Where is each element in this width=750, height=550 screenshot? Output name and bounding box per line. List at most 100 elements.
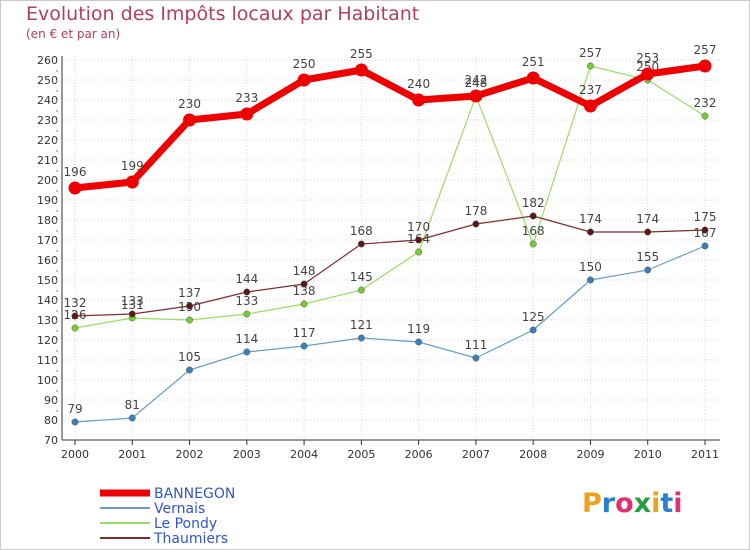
data-label-vernais: 155 — [636, 250, 659, 264]
y-tick-label: 190 — [37, 194, 58, 207]
y-tick-label: 80 — [44, 414, 58, 427]
data-label-vernais: 79 — [67, 402, 82, 416]
x-tick-label: 2001 — [118, 448, 146, 461]
y-tick-label: 70 — [44, 434, 58, 447]
data-point-thaumiers — [644, 228, 652, 236]
data-point-thaumiers — [415, 236, 423, 244]
data-point-le-pondy — [587, 62, 594, 70]
y-tick-label: 120 — [37, 334, 58, 347]
data-point-vernais — [186, 366, 193, 374]
data-point-bannegon — [469, 89, 483, 103]
y-tick-label: 150 — [37, 274, 58, 287]
data-label-bannegon: 253 — [636, 51, 659, 65]
data-point-bannegon — [412, 93, 426, 107]
y-tick-label: 250 — [37, 74, 58, 87]
x-tick-label: 2007 — [462, 448, 490, 461]
data-label-thaumiers: 174 — [636, 212, 659, 226]
x-tick-label: 2004 — [290, 448, 318, 461]
logo-letter: r — [601, 488, 616, 519]
y-tick-label: 220 — [37, 134, 58, 147]
data-label-le-pondy: 145 — [350, 270, 373, 284]
data-point-bannegon — [183, 113, 197, 127]
legend-label-le-pondy: Le Pondy — [154, 516, 217, 532]
data-point-vernais — [357, 334, 365, 342]
series-thaumiers: 132 133 137 144 148 168 170 178 182 174 174 175 — [64, 196, 717, 320]
data-point-vernais — [701, 242, 709, 250]
data-point-thaumiers — [243, 288, 251, 296]
y-tick-label: 100 — [37, 374, 58, 387]
data-point-vernais — [472, 354, 480, 362]
series-bannegon: 196 199 230 233 250 255 240 242 251 237 253 257 — [64, 43, 716, 195]
logo-letter: i — [673, 488, 683, 519]
data-label-bannegon: 233 — [235, 91, 258, 105]
logo-letter: i — [651, 488, 661, 519]
data-point-le-pondy — [415, 248, 423, 256]
data-label-vernais: 121 — [350, 318, 373, 332]
chart-title: Evolution des Impôts locaux par Habitant — [26, 3, 420, 25]
data-label-le-pondy: 138 — [293, 284, 316, 298]
data-point-vernais — [529, 326, 537, 334]
data-label-bannegon: 196 — [64, 165, 87, 179]
data-point-thaumiers — [300, 280, 308, 288]
logo-letter: x — [633, 488, 652, 519]
data-label-vernais: 114 — [235, 332, 258, 346]
y-tick-label: 140 — [37, 294, 58, 307]
legend-label-vernais: Vernais — [154, 501, 205, 517]
data-label-vernais: 119 — [407, 322, 430, 336]
data-point-thaumiers — [71, 312, 79, 320]
plot-area — [62, 56, 720, 440]
series-le-pondy: 126131130133138145164248168257250232 — [64, 46, 717, 332]
data-label-vernais: 105 — [178, 350, 201, 364]
x-tick-label: 2009 — [576, 448, 604, 461]
x-tick-label: 2008 — [519, 448, 547, 461]
data-point-thaumiers — [701, 226, 709, 234]
y-tick-label: 130 — [37, 314, 58, 327]
y-tick-label: 90 — [44, 394, 58, 407]
data-point-thaumiers — [529, 212, 537, 220]
data-label-thaumiers: 133 — [121, 294, 144, 308]
series-line-thaumiers — [74, 215, 706, 317]
data-label-le-pondy: 168 — [522, 224, 545, 238]
data-point-vernais — [300, 342, 308, 350]
data-point-le-pondy — [701, 112, 709, 120]
series-line-bannegon — [74, 62, 706, 192]
logo-letter: t — [660, 488, 674, 519]
data-label-bannegon: 251 — [522, 55, 545, 69]
data-point-vernais — [587, 276, 594, 284]
data-label-le-pondy: 248 — [464, 76, 487, 90]
data-point-bannegon — [240, 107, 254, 121]
series-line-vernais — [74, 245, 706, 423]
data-label-vernais: 150 — [579, 260, 602, 274]
data-label-vernais: 111 — [464, 338, 487, 352]
y-tick-label: 240 — [37, 94, 58, 107]
data-label-thaumiers: 178 — [464, 204, 487, 218]
data-label-thaumiers: 132 — [64, 296, 87, 310]
data-point-vernais — [644, 266, 652, 274]
data-label-le-pondy: 232 — [694, 96, 717, 110]
data-point-vernais — [243, 348, 251, 356]
y-tick-label: 110 — [37, 354, 58, 367]
series-line-le-pondy — [74, 65, 706, 329]
data-point-thaumiers — [357, 240, 365, 248]
y-tick-label: 180 — [37, 214, 58, 227]
x-tick-label: 2006 — [405, 448, 433, 461]
data-label-bannegon: 240 — [407, 77, 430, 91]
y-tick-label: 230 — [37, 114, 58, 127]
data-label-vernais: 125 — [522, 310, 545, 324]
y-tick-label: 210 — [37, 154, 58, 167]
data-label-bannegon: 250 — [293, 57, 316, 71]
data-point-bannegon — [125, 175, 139, 189]
data-label-bannegon: 199 — [121, 159, 144, 173]
legend-label-thaumiers: Thaumiers — [153, 531, 228, 547]
data-point-le-pondy — [529, 240, 537, 248]
data-label-bannegon: 237 — [579, 83, 602, 97]
series-vernais: 7981105114117121119111125150155167 — [67, 226, 716, 426]
data-point-le-pondy — [71, 324, 79, 332]
data-point-bannegon — [526, 71, 540, 85]
data-point-le-pondy — [243, 310, 251, 318]
data-label-le-pondy: 133 — [235, 294, 258, 308]
data-point-thaumiers — [128, 310, 136, 318]
data-label-thaumiers: 175 — [694, 210, 717, 224]
data-label-thaumiers: 137 — [178, 286, 201, 300]
